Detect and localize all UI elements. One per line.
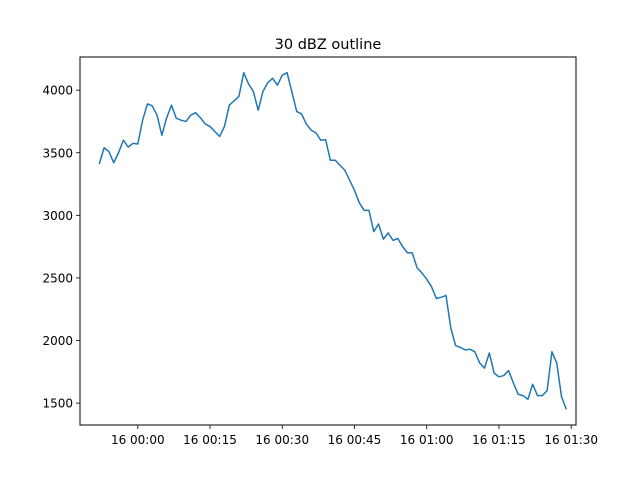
plot-frame bbox=[79, 56, 577, 426]
x-tick-label: 16 00:00 bbox=[111, 433, 165, 447]
plot-area: 16 00:00 16 00:15 16 00:30 16 00:45 16 01:00… bbox=[42, 56, 598, 447]
x-tick-label: 16 01:00 bbox=[400, 433, 454, 447]
y-tick-label: 4000 bbox=[42, 84, 73, 98]
x-tick-label: 16 00:15 bbox=[183, 433, 237, 447]
x-tick-label: 16 01:30 bbox=[544, 433, 598, 447]
y-tick-label: 2000 bbox=[42, 334, 73, 348]
series-line bbox=[98, 71, 568, 410]
x-tick-label: 16 00:30 bbox=[255, 433, 309, 447]
x-axis: 16 00:00 16 00:15 16 00:30 16 00:45 16 01:00… bbox=[111, 425, 598, 447]
y-axis: 1500 2000 2500 3000 3500 4000 bbox=[42, 84, 80, 411]
chart-title: 30 dBZ outline bbox=[275, 37, 382, 53]
x-tick-label: 16 00:45 bbox=[328, 433, 382, 447]
y-tick-label: 1500 bbox=[42, 397, 73, 411]
y-tick-label: 2500 bbox=[42, 271, 73, 285]
y-tick-label: 3500 bbox=[42, 146, 73, 160]
y-tick-label: 3000 bbox=[42, 209, 73, 223]
x-tick-label: 16 01:15 bbox=[472, 433, 526, 447]
